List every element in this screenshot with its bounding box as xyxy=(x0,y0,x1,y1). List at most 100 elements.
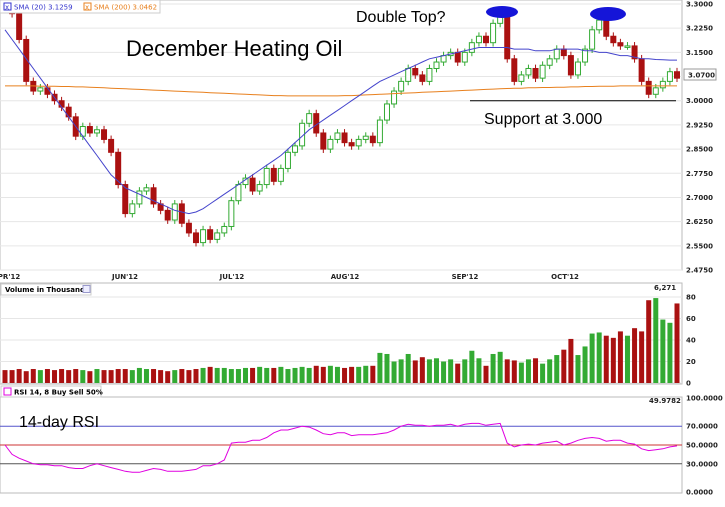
candle-body xyxy=(334,132,341,140)
legend-sma20-label: SMA (20) 3.1259 xyxy=(14,4,73,12)
volume-tick-label: 0 xyxy=(686,380,691,388)
candle-body xyxy=(504,13,511,60)
candle-body xyxy=(582,48,589,63)
candle-body xyxy=(412,67,419,76)
candle-body xyxy=(37,87,44,92)
candle-body xyxy=(426,67,433,82)
candle-body xyxy=(398,80,405,92)
volume-bar xyxy=(87,371,93,383)
price-tick-label: 3.3000 xyxy=(686,1,713,9)
candle-body xyxy=(674,71,680,79)
legend-sma200-box[interactable] xyxy=(83,2,92,11)
candle-body xyxy=(560,48,567,57)
candle-body xyxy=(666,71,673,82)
volume-bar xyxy=(610,337,616,383)
candle-body xyxy=(320,132,327,150)
candle-body xyxy=(511,58,518,82)
candle-body xyxy=(574,61,581,76)
rsi-y-axis: 100.0000 70.0000 50.0000 30.0000 0.0000 xyxy=(686,395,723,497)
x-axis-label: JUL'12 xyxy=(219,273,245,281)
volume-bar xyxy=(151,369,157,383)
candle-body xyxy=(284,151,291,169)
volume-bar xyxy=(172,370,178,383)
volume-bar xyxy=(52,370,58,383)
candle-body xyxy=(475,35,482,44)
legend-sma20-box[interactable] xyxy=(3,2,12,11)
rsi-legend-box xyxy=(0,385,102,398)
volume-y-axis: 80 60 40 20 0 xyxy=(686,294,696,388)
candle-body xyxy=(327,138,334,150)
volume-bar xyxy=(200,367,206,383)
volume-last-value: 6,271 xyxy=(654,284,676,292)
volume-bar xyxy=(455,363,461,383)
volume-bar xyxy=(561,349,567,383)
volume-bar xyxy=(292,367,298,383)
rsi-legend-swatch[interactable] xyxy=(3,387,12,396)
volume-title-box xyxy=(0,283,92,296)
legend-sma200-label: SMA (200) 3.0462 xyxy=(94,4,157,12)
candle-body xyxy=(532,67,539,79)
candle-body xyxy=(228,200,235,227)
volume-bar xyxy=(377,352,383,383)
rsi-tick-label: 70.0000 xyxy=(686,423,718,431)
volume-bar xyxy=(476,358,482,383)
volume-bar xyxy=(490,353,496,383)
price-tick-label: 3.0000 xyxy=(686,97,713,105)
candle-body xyxy=(16,13,23,40)
volume-bar xyxy=(603,335,609,383)
volume-bar xyxy=(511,360,517,383)
volume-bar xyxy=(660,319,666,383)
candle-body xyxy=(136,190,143,205)
volume-bar xyxy=(391,361,397,383)
candle-body xyxy=(539,64,546,79)
candle-body xyxy=(150,187,157,205)
candle-body xyxy=(461,51,468,63)
candle-body xyxy=(610,35,617,44)
rsi-last-value: 49.9782 xyxy=(649,397,681,405)
last-price-box xyxy=(683,68,717,81)
x-axis-label: SEP'12 xyxy=(452,273,479,281)
x-axis-label: PR'12 xyxy=(0,273,20,281)
volume-bar xyxy=(525,359,531,383)
volume-close-box[interactable] xyxy=(82,285,91,293)
candle-body xyxy=(645,80,652,95)
volume-bar xyxy=(101,370,107,383)
price-tick-label: 2.9250 xyxy=(686,121,713,129)
candle-body xyxy=(341,132,348,144)
candle-body xyxy=(362,135,369,140)
candle-body xyxy=(277,167,284,182)
candle-body xyxy=(638,58,645,82)
double-top-marker-2 xyxy=(590,7,626,21)
candle-body xyxy=(200,229,207,244)
candle-body xyxy=(23,38,30,82)
volume-bar xyxy=(398,359,404,383)
volume-bar xyxy=(115,369,121,383)
candle-body xyxy=(249,177,256,192)
last-price-value: 3.0700 xyxy=(688,72,715,80)
candle-body xyxy=(164,209,171,221)
volume-bar xyxy=(235,369,241,383)
candle-body xyxy=(631,45,638,60)
candle-body xyxy=(270,167,277,182)
candle-body xyxy=(93,129,100,134)
volume-bar xyxy=(129,370,135,383)
candle-body xyxy=(376,119,383,144)
double-top-annotation: Double Top? xyxy=(356,9,446,26)
volume-bar xyxy=(554,355,560,383)
price-tick-label: 2.4750 xyxy=(686,267,713,275)
volume-bar xyxy=(441,361,447,383)
chart-title: December Heating Oil xyxy=(126,36,342,61)
candle-body xyxy=(101,129,108,140)
volume-bar xyxy=(518,362,524,383)
volume-bar xyxy=(653,298,659,383)
candle-body xyxy=(178,203,185,224)
sma20-line xyxy=(4,29,677,215)
volume-bar xyxy=(221,367,227,383)
candle-body xyxy=(369,135,376,144)
volume-bar xyxy=(207,366,213,383)
candle-body xyxy=(596,19,603,31)
candle-body xyxy=(256,184,263,192)
rsi-levels xyxy=(0,425,682,465)
candle-body xyxy=(440,55,447,63)
